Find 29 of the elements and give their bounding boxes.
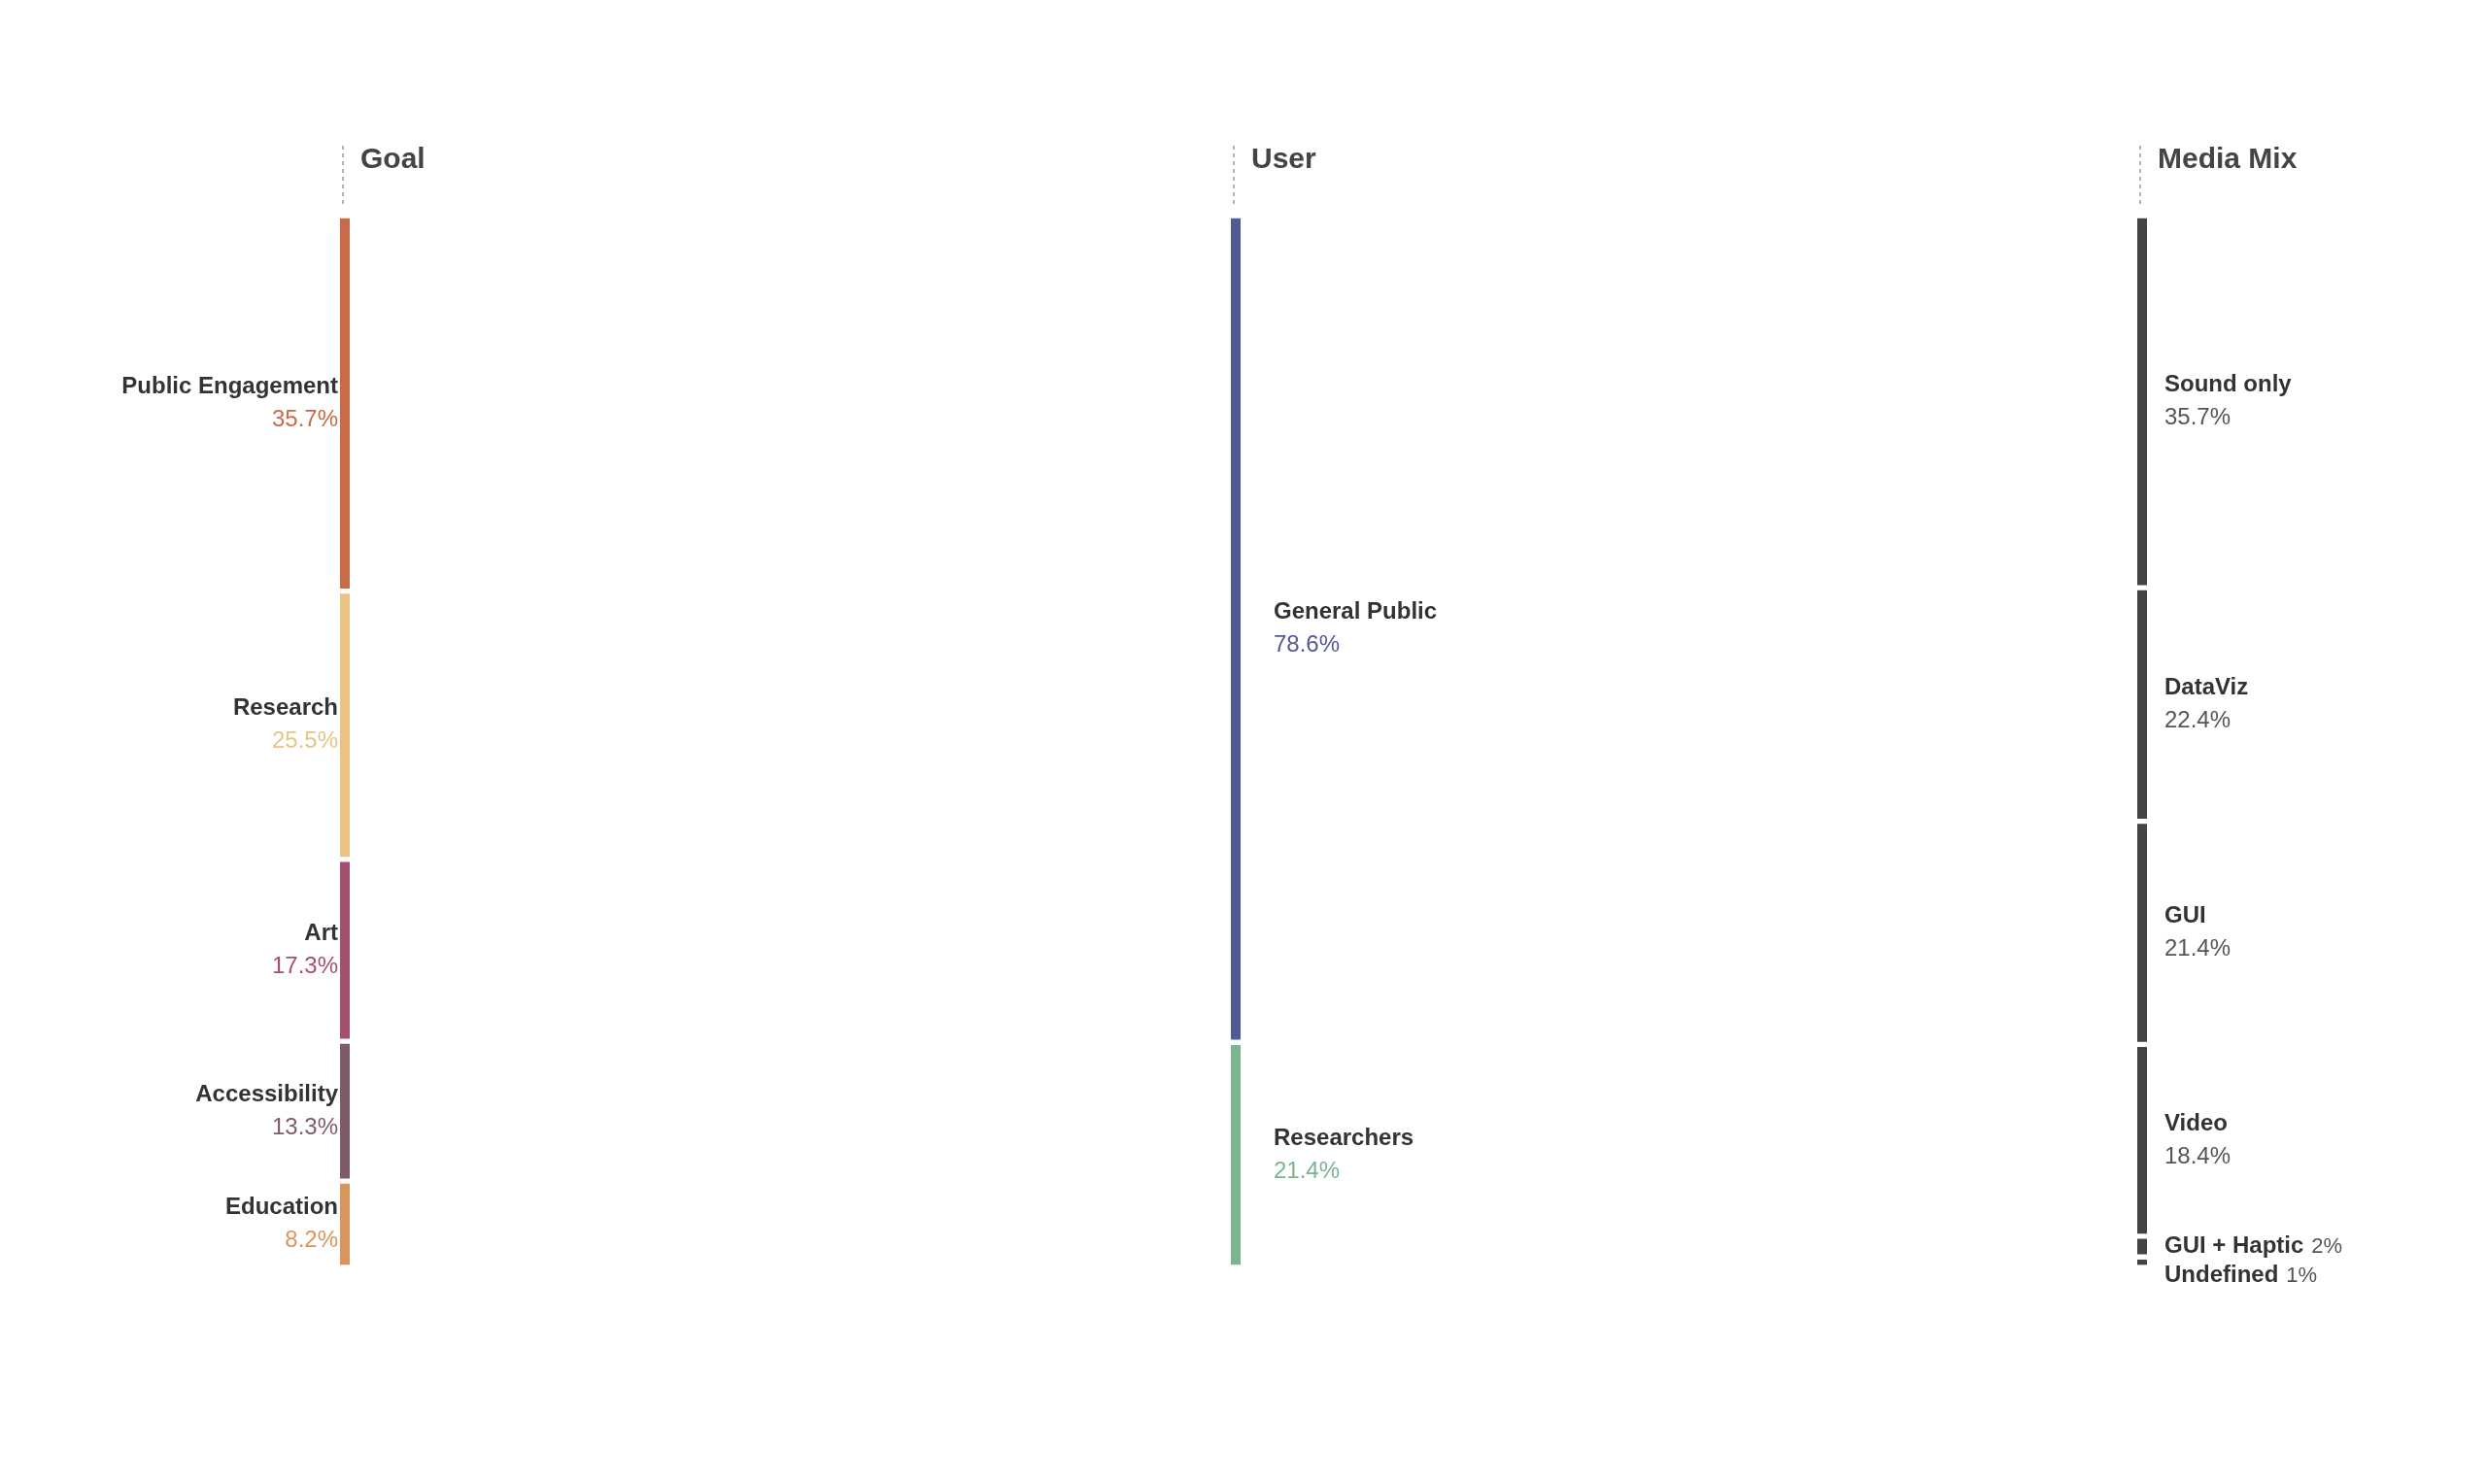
data-label: 35.7% xyxy=(271,404,338,431)
data-label: 2% xyxy=(2311,1232,2343,1258)
category-label: General Public xyxy=(1274,597,1438,624)
data-label: 17.3% xyxy=(271,952,338,979)
data-label: 21.4% xyxy=(1274,1156,1341,1183)
category-label: Sound only xyxy=(2164,370,2293,397)
category-label: Research xyxy=(232,693,338,721)
category-label: Art xyxy=(304,919,338,946)
category-label: Undefined xyxy=(2164,1261,2279,1288)
data-label: 22.4% xyxy=(2164,706,2231,733)
data-label: 13.3% xyxy=(271,1112,338,1139)
text: Media Mix xyxy=(2158,142,2298,175)
text: User xyxy=(1251,142,1317,175)
category-label: Video xyxy=(2164,1108,2228,1135)
data-label: 18.4% xyxy=(2164,1141,2231,1168)
data-label: 78.6% xyxy=(1274,630,1341,658)
category-label: Education xyxy=(224,1193,338,1220)
data-label: 21.4% xyxy=(2164,934,2231,961)
text: Goal xyxy=(360,142,426,175)
category-label: Public Engagement xyxy=(121,371,339,398)
data-label: 1% xyxy=(2286,1262,2318,1287)
category-label: GUI + Haptic xyxy=(2164,1231,2304,1259)
data-label: 35.7% xyxy=(2164,403,2231,430)
category-label: Accessibility xyxy=(195,1079,339,1106)
data-label: 25.5% xyxy=(271,726,338,754)
category-label: GUI xyxy=(2164,901,2206,928)
category-label: DataViz xyxy=(2164,673,2249,700)
data-label: 8.2% xyxy=(285,1226,338,1253)
category-label: Researchers xyxy=(1274,1123,1414,1150)
